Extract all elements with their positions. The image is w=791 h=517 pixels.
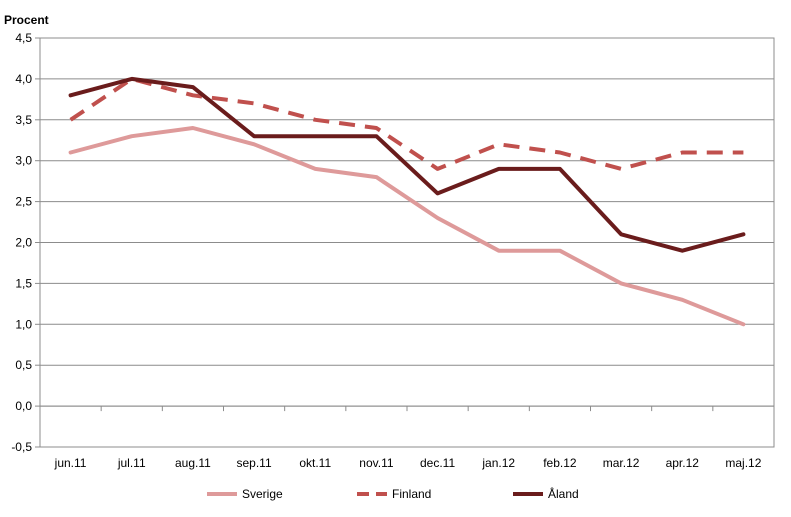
x-tick-label: jun.11 bbox=[54, 456, 87, 470]
x-tick-label: apr.12 bbox=[666, 456, 700, 470]
x-tick-label: aug.11 bbox=[175, 456, 211, 470]
x-tick-label: mar.12 bbox=[603, 456, 640, 470]
y-tick-label: 2,5 bbox=[15, 195, 32, 209]
y-tick-label: 4,0 bbox=[15, 72, 32, 86]
x-tick-label: dec.11 bbox=[420, 456, 455, 470]
x-tick-label: jan.12 bbox=[481, 456, 515, 470]
y-tick-label: 1,0 bbox=[15, 317, 32, 331]
y-tick-label: 3,0 bbox=[15, 154, 32, 168]
legend: Sverige Finland Åland bbox=[207, 486, 579, 501]
y-tick-label: 0,0 bbox=[15, 399, 32, 413]
series-line-sverige bbox=[68, 126, 746, 327]
x-axis: jun.11 jul.11 aug.11 sep.11 okt.11 nov.11 dec.… bbox=[39, 405, 775, 470]
series-line--land bbox=[68, 76, 746, 253]
y-tick-label: 0,5 bbox=[15, 358, 32, 372]
y-axis-title: Procent bbox=[4, 13, 49, 27]
y-tick-label: 4,5 bbox=[15, 31, 32, 45]
x-tick-label: sep.11 bbox=[237, 456, 272, 470]
x-tick-label: feb.12 bbox=[543, 456, 577, 470]
y-tick-label: -0,5 bbox=[11, 440, 32, 454]
series-line-finland bbox=[69, 76, 744, 171]
series-lines bbox=[68, 76, 746, 327]
y-axis-ticks: -0,5 0,0 0,5 1,0 1,5 2,0 2,5 3,0 3,5 4,0 4,5 bbox=[11, 31, 40, 454]
y-tick-label: 3,5 bbox=[15, 113, 32, 127]
gridlines bbox=[39, 37, 775, 448]
y-tick-label: 1,5 bbox=[15, 276, 32, 290]
x-tick-label: okt.11 bbox=[299, 456, 331, 470]
x-tick-label: maj.12 bbox=[725, 456, 761, 470]
x-tick-label: nov.11 bbox=[359, 456, 394, 470]
y-tick-label: 2,0 bbox=[15, 236, 32, 250]
legend-label: Åland bbox=[548, 486, 579, 501]
legend-label: Finland bbox=[392, 487, 431, 501]
x-tick-label: jul.11 bbox=[117, 456, 146, 470]
legend-label: Sverige bbox=[242, 487, 283, 501]
